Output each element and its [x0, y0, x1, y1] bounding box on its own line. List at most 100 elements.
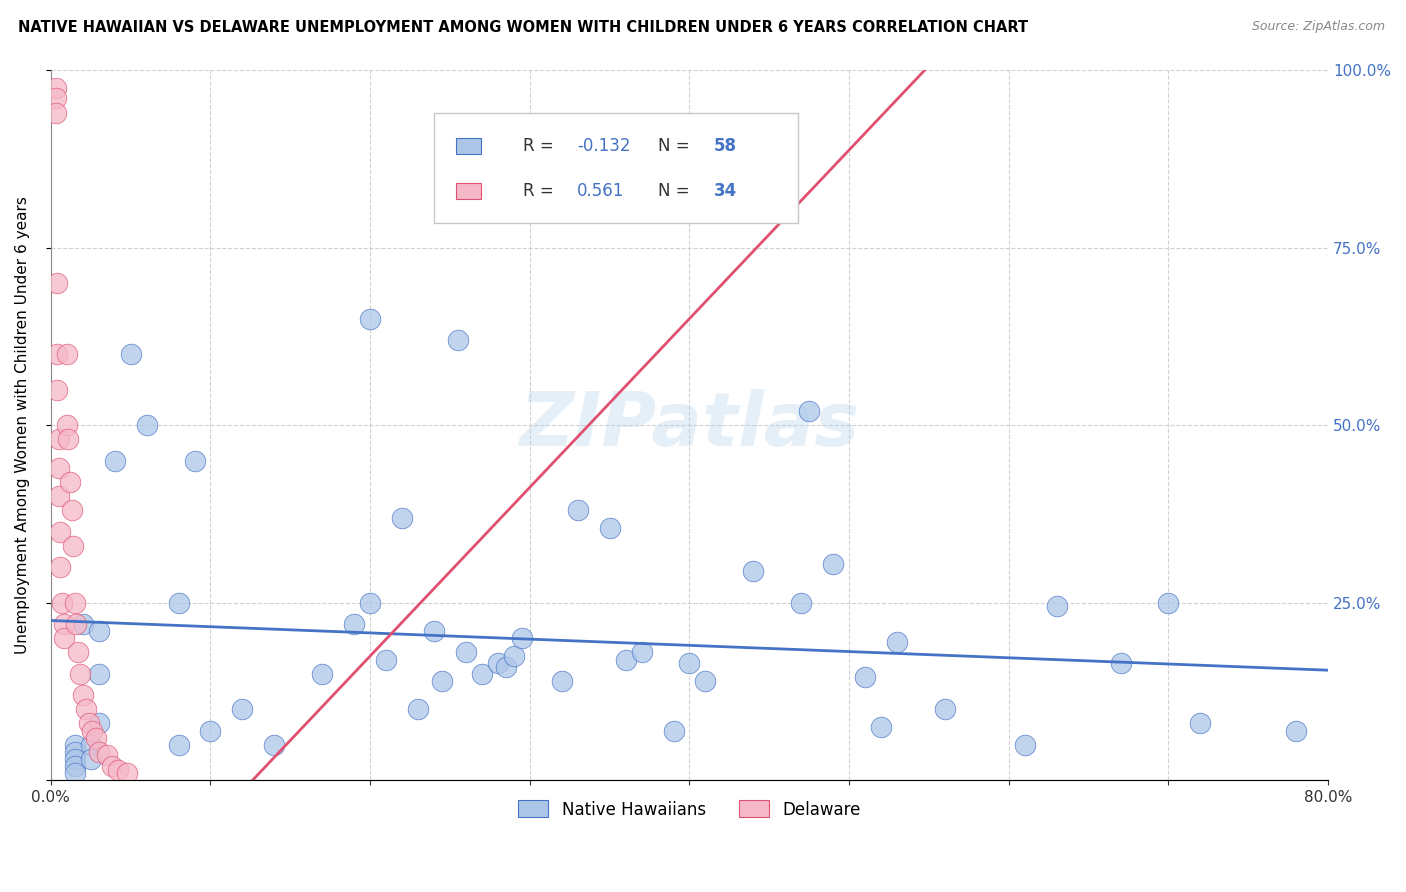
Point [454, 645, 477, 659]
Point [46, 347, 69, 361]
Point [63, 752, 86, 766]
Legend: Native Hawaiians, Delaware: Native Hawaiians, Delaware [512, 794, 868, 825]
Text: ZIPatlas: ZIPatlas [519, 389, 859, 462]
Point [853, 670, 876, 684]
Point [502, 648, 524, 663]
Point [59, 475, 82, 489]
Point [135, 418, 157, 433]
Point [263, 738, 285, 752]
Point [1189, 716, 1212, 731]
Point [45, 80, 67, 95]
Point [72, 617, 94, 632]
Point [167, 738, 190, 752]
Point [117, 766, 139, 780]
Point [80, 738, 103, 752]
Text: R =: R = [523, 182, 565, 200]
Point [60, 503, 83, 517]
Point [231, 702, 253, 716]
Point [359, 311, 381, 326]
Point [63, 759, 86, 773]
Point [614, 652, 637, 666]
Point [870, 720, 893, 734]
Point [662, 723, 685, 738]
Point [62, 539, 84, 553]
Point [48, 433, 70, 447]
Point [567, 503, 589, 517]
Point [56, 418, 79, 433]
Bar [456, 138, 481, 153]
Point [695, 673, 717, 688]
Point [82, 723, 104, 738]
Point [311, 666, 333, 681]
Text: 58: 58 [714, 137, 737, 155]
Point [46, 276, 69, 290]
Point [551, 673, 574, 688]
Point [1157, 596, 1180, 610]
Point [69, 666, 91, 681]
Point [599, 521, 621, 535]
Point [48, 489, 70, 503]
Point [63, 738, 86, 752]
Point [100, 759, 122, 773]
Point [886, 635, 908, 649]
FancyBboxPatch shape [434, 112, 799, 223]
Point [1285, 723, 1308, 738]
Point [96, 748, 118, 763]
Point [51, 596, 73, 610]
Point [1109, 656, 1132, 670]
Text: NATIVE HAWAIIAN VS DELAWARE UNEMPLOYMENT AMONG WOMEN WITH CHILDREN UNDER 6 YEARS: NATIVE HAWAIIAN VS DELAWARE UNEMPLOYMENT… [18, 20, 1028, 35]
Point [678, 656, 700, 670]
Point [167, 596, 190, 610]
Point [75, 702, 97, 716]
Point [495, 659, 517, 673]
Point [823, 557, 845, 571]
Point [104, 453, 127, 467]
Text: 0.561: 0.561 [576, 182, 624, 200]
Point [66, 645, 89, 659]
Point [183, 453, 205, 467]
Point [447, 333, 470, 347]
Point [790, 596, 813, 610]
Point [471, 666, 494, 681]
Point [87, 716, 110, 731]
Text: 34: 34 [714, 182, 737, 200]
Point [63, 766, 86, 780]
Point [52, 632, 75, 646]
Point [45, 91, 67, 105]
Point [58, 433, 80, 447]
Point [200, 723, 222, 738]
Point [84, 731, 107, 745]
Point [87, 666, 110, 681]
Point [486, 656, 509, 670]
Point [63, 745, 86, 759]
Point [343, 617, 366, 632]
Point [359, 596, 381, 610]
Point [423, 624, 446, 639]
Point [87, 624, 110, 639]
Point [1046, 599, 1069, 614]
Point [510, 632, 533, 646]
Point [406, 702, 429, 716]
Y-axis label: Unemployment Among Women with Children Under 6 years: Unemployment Among Women with Children U… [15, 196, 30, 654]
Point [799, 404, 821, 418]
Point [63, 596, 86, 610]
Point [391, 510, 413, 524]
Point [430, 673, 453, 688]
Text: N =: N = [658, 182, 695, 200]
Point [87, 745, 110, 759]
Point [742, 564, 765, 578]
Text: R =: R = [523, 137, 560, 155]
Point [934, 702, 956, 716]
Point [45, 105, 67, 120]
Text: Source: ZipAtlas.com: Source: ZipAtlas.com [1251, 20, 1385, 33]
Point [49, 524, 72, 539]
Point [65, 617, 87, 632]
Point [1014, 738, 1036, 752]
Point [56, 347, 79, 361]
Text: N =: N = [658, 137, 695, 155]
Point [48, 460, 70, 475]
Point [107, 763, 129, 777]
Bar [456, 183, 481, 199]
Point [77, 716, 100, 731]
Point [120, 347, 142, 361]
